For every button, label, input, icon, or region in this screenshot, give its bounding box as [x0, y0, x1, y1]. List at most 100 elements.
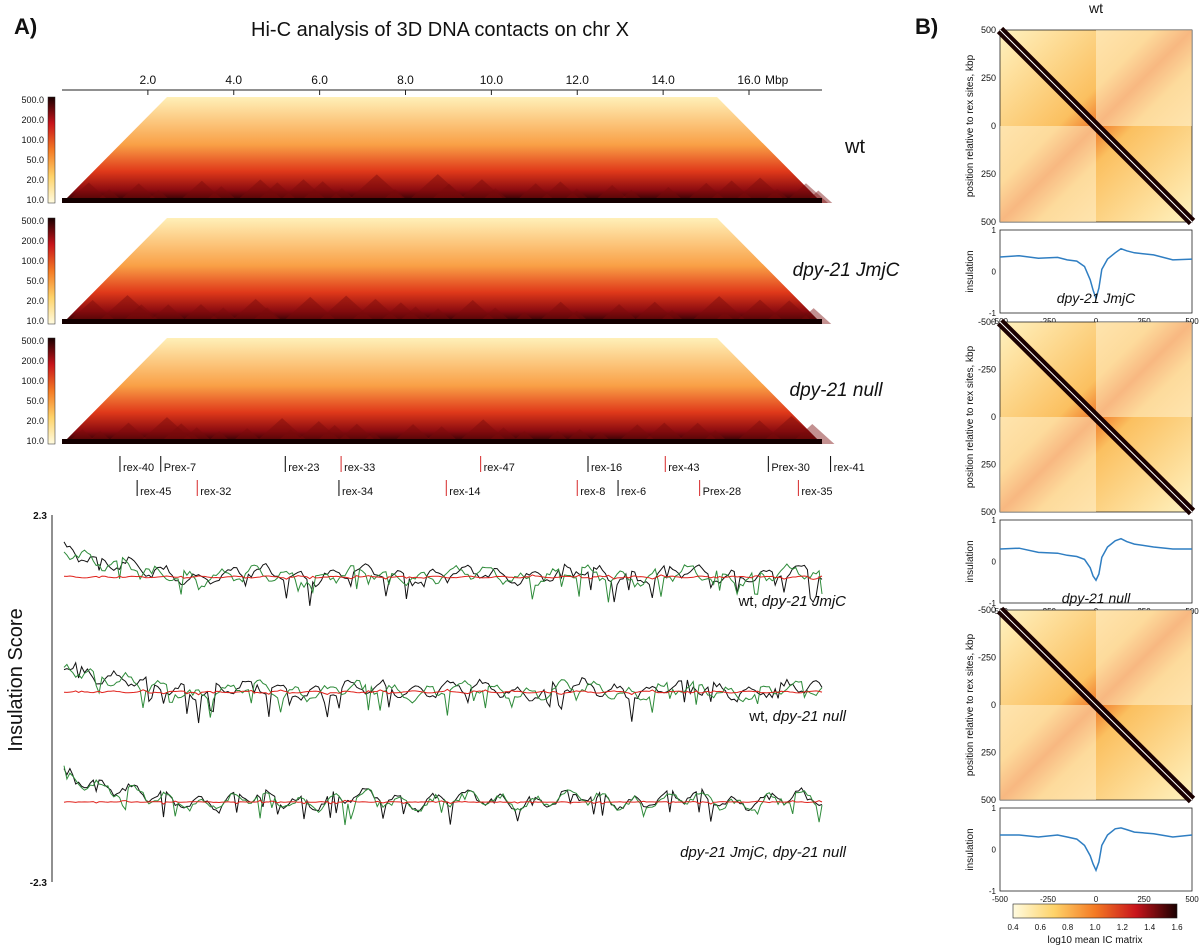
rex-site-labels: rex-40 Prex-7 rex-23 rex-33 rex-47 rex-16 rex-…	[119, 456, 865, 498]
tad-domain	[254, 182, 301, 203]
insulation-score-ylabel: Insulation Score	[5, 608, 27, 751]
insulation-y-tick: -1	[989, 599, 997, 608]
insulation-mini-ylabel: insulation	[965, 828, 976, 870]
tad-domain	[731, 177, 789, 203]
tad-domain	[280, 296, 341, 324]
insulation-x-tick: 500	[1185, 317, 1199, 326]
aggregate-y-tick: 250	[981, 169, 996, 179]
contact-trapezoid	[62, 338, 822, 444]
aggregate-map-title: wt	[1088, 0, 1103, 16]
colorbar-tick-label: 500.0	[21, 336, 44, 346]
colorbar-tick-label: 200.0	[21, 115, 44, 125]
tad-domain	[446, 299, 500, 324]
insulation-y-tick: 0	[992, 268, 997, 277]
x-tick-label: 10.0	[480, 73, 504, 87]
tad-domain	[234, 179, 287, 203]
heatmap-diagonal-center	[999, 29, 1193, 223]
map-condition-label: dpy-21 null	[790, 380, 884, 401]
colorbar-tick: 1.2	[1117, 923, 1129, 932]
rex-site-label: Prex-30	[771, 462, 810, 474]
insulation-mini-ylabel: insulation	[965, 540, 976, 582]
colorbar-tick-label: 50.0	[26, 276, 44, 286]
tad-domain	[104, 422, 153, 444]
aggregate-y-tick: 0	[991, 412, 996, 422]
tad-domain	[277, 179, 330, 203]
map-condition-label: wt	[844, 136, 865, 158]
aggregate-y-label: position relative to rex sites, kbp	[965, 633, 976, 776]
rex-site-label: rex-33	[344, 462, 375, 474]
insulation-mini-ylabel: insulation	[965, 250, 976, 292]
tad-domain	[376, 302, 425, 324]
insulation-x-tick: 0	[1094, 895, 1099, 904]
insulation-x-tick: -250	[1040, 895, 1057, 904]
tad-domain	[314, 295, 378, 324]
x-tick-label: 2.0	[140, 73, 157, 87]
hic-map: 500.0 200.0 100.0 50.0 20.0 10.0 dpy-21 null	[21, 336, 883, 446]
colorbar-tick-label: 500.0	[21, 95, 44, 105]
rex-site-label: rex-35	[801, 486, 832, 498]
tad-domain	[158, 423, 205, 444]
aggregate-y-tick: 0	[991, 700, 996, 710]
insulation-line-second	[63, 765, 823, 826]
hic-triangle-maps: 500.0 200.0 100.0 50.0 20.0 10.0 wt 500.0 200.0 1…	[21, 95, 899, 446]
rex-site-label: rex-23	[288, 462, 319, 474]
colorbar-tick-label: 100.0	[21, 135, 44, 145]
rex-site-label: rex-16	[591, 462, 622, 474]
ins-ymax-label: 2.3	[33, 511, 47, 522]
diagonal-band	[62, 439, 822, 444]
insulation-x-tick: 250	[1137, 317, 1151, 326]
colorbar-label: log10 mean IC matrix	[1047, 935, 1142, 946]
heatmap-quadrant	[1000, 705, 1096, 800]
tad-domain	[345, 174, 409, 203]
insulation-difference-line	[63, 799, 823, 805]
tad-domain	[535, 301, 586, 324]
rex-site-label: rex-32	[200, 486, 231, 498]
tad-domain	[347, 298, 404, 324]
insulation-y-tick: 0	[992, 846, 997, 855]
panel-a-title: Hi-C analysis of 3D DNA contacts on chr …	[251, 19, 629, 41]
aggregate-y-label: position relative to rex sites, kbp	[965, 54, 976, 197]
ins-ymin-label: -2.3	[30, 878, 48, 889]
map-colorbar	[47, 337, 56, 445]
colorbar-tick-label: 50.0	[26, 155, 44, 165]
heatmap-quadrant	[1096, 30, 1192, 126]
colorbar-tick-label: 100.0	[21, 376, 44, 386]
tad-domain	[405, 174, 470, 203]
x-tick-label: 4.0	[225, 73, 242, 87]
aggregate-y-tick: 250	[981, 748, 996, 758]
aggregate-y-tick: 500	[981, 795, 996, 805]
tad-domain	[763, 300, 816, 324]
aggregate-y-tick: 500	[981, 507, 996, 517]
insulation-line-first	[63, 541, 823, 606]
colorbar-tick-label: 10.0	[26, 195, 44, 205]
colorbar-tick: 0.8	[1062, 923, 1074, 932]
x-tick-label: 14.0	[651, 73, 675, 87]
insulation-y-tick: 1	[992, 804, 997, 813]
comparison-label: wt, dpy-21 JmjC	[737, 593, 846, 610]
insulation-line-second	[63, 663, 823, 718]
rex-site-label: rex-8	[580, 486, 605, 498]
colorbar-tick-label: 20.0	[26, 296, 44, 306]
insulation-x-tick: 500	[1185, 895, 1199, 904]
colorbar-tick: 1.0	[1089, 923, 1101, 932]
insulation-x-tick: 250	[1137, 895, 1151, 904]
genome-x-axis: 2.0 4.0 6.0 8.0 10.0 12.0 14.0 16.0 Mbp	[62, 73, 822, 95]
insulation-y-tick: 0	[992, 558, 997, 567]
insulation-y-tick: -1	[989, 887, 997, 896]
insulation-difference-line	[63, 688, 823, 696]
insulation-x-tick: 0	[1094, 317, 1099, 326]
aggregate-y-tick: -500	[978, 605, 996, 615]
x-tick-label: 16.0	[737, 73, 761, 87]
aggregate-y-tick: -500	[978, 317, 996, 327]
aggregate-y-tick: 250	[981, 73, 996, 83]
insulation-mini-curve	[999, 247, 1193, 302]
rex-site-label: rex-6	[621, 486, 646, 498]
rex-site-label: rex-41	[834, 462, 865, 474]
x-tick-label: 6.0	[311, 73, 328, 87]
tad-domain	[455, 179, 509, 203]
colorbar-tick-label: 200.0	[21, 236, 44, 246]
rex-site-label: rex-47	[484, 462, 515, 474]
heatmap-quadrant	[1096, 322, 1192, 417]
aggregate-map-title: dpy-21 null	[1062, 590, 1131, 606]
